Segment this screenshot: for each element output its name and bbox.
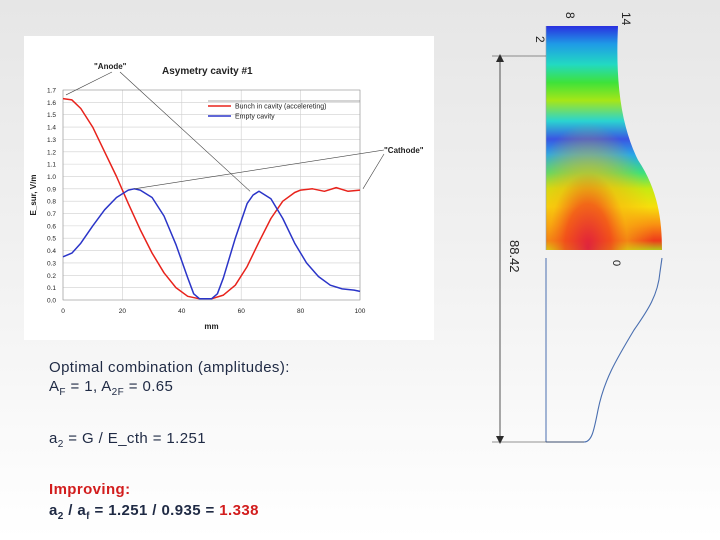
y-tick-label: 0.7 [47, 211, 56, 218]
amplitude-line: AF = 1, A2F = 0.65 [49, 378, 173, 398]
annotation-anode: "Anode" [94, 62, 127, 71]
annotation-anode-line-1 [65, 71, 113, 96]
improvement-line: a2 / af = 1.251 / 0.935 = 1.338 [49, 502, 259, 522]
impr-sub-2: 2 [57, 511, 64, 522]
impr-result: 1.338 [219, 502, 259, 519]
y-tick-label: 1.7 [47, 88, 56, 95]
y-tick-label: 1.3 [47, 137, 56, 144]
ratio-a: a [49, 430, 58, 447]
y-tick-label: 0.0 [47, 298, 56, 305]
x-tick-label: 0 [61, 308, 65, 315]
legend-label-empty: Empty cavity [235, 114, 275, 121]
dimension-top-a-label: 14 [619, 12, 633, 26]
y-tick-label: 0.8 [47, 199, 56, 206]
chart-title: Asymetry cavity #1 [162, 66, 253, 77]
y-tick-label: 0.4 [47, 248, 56, 255]
y-tick-label: 0.9 [47, 186, 56, 193]
dimension-arrow-top [496, 54, 504, 62]
impr-eq: = 1.251 / 0.935 = [89, 502, 220, 519]
impr-mid: / a [63, 502, 87, 519]
cavity-profile-line [546, 257, 663, 443]
dimension-top-b-label: 8 [563, 12, 577, 19]
dimension-zero-label: 0 [610, 260, 622, 266]
field-map-colormap [546, 26, 662, 250]
ratio-sub: 2 [57, 439, 64, 450]
y-tick-label: 1.6 [47, 100, 56, 107]
annotation-anode-line-2 [119, 71, 251, 192]
y-tick-label: 0.2 [47, 273, 56, 280]
x-axis-label: mm [204, 322, 218, 331]
x-tick-label: 80 [297, 308, 305, 315]
amp-sub-f: F [59, 387, 66, 398]
y-tick-label: 1.0 [47, 174, 56, 181]
field-map-svg: 88.42 2 14 8 0 [492, 12, 663, 444]
chart-canvas: 0.0 0.1 0.2 0.3 0.4 0.5 0.6 0.7 0.8 0.9 1.0 1.1 1.2 1… [29, 62, 424, 331]
y-tick-label: 0.5 [47, 236, 56, 243]
y-tick-label: 0.6 [47, 223, 56, 230]
impr-sub-f: f [86, 511, 90, 522]
y-tick-label: 1.5 [47, 112, 56, 119]
x-tick-label: 40 [178, 308, 186, 315]
impr-a: a [49, 502, 58, 519]
plot-frame [62, 89, 361, 301]
y-tick-label: 0.3 [47, 260, 56, 267]
field-map-panel: 88.42 2 14 8 0 [486, 10, 676, 450]
dimension-length-label: 88.42 [507, 240, 522, 273]
annotation-cathode: "Cathode" [384, 146, 424, 155]
amp-mid: = 1, A [65, 378, 112, 395]
ratio-value: = G / E_cth = 1.251 [63, 430, 206, 447]
annotation-cathode-line-2 [362, 153, 385, 189]
amp-sub-2f: 2F [111, 387, 125, 398]
series-line-bunch [62, 97, 361, 300]
amp-end: = 0.65 [124, 378, 174, 395]
y-tick-label: 1.4 [47, 125, 56, 132]
annotation-cathode-line-1 [134, 149, 385, 190]
series-line-empty [62, 188, 361, 300]
x-tick-label: 100 [355, 308, 366, 315]
optimal-combination-line: Optimal combination (amplitudes): [49, 359, 290, 376]
y-tick-label: 0.1 [47, 285, 56, 292]
field-chart: 0.0 0.1 0.2 0.3 0.4 0.5 0.6 0.7 0.8 0.9 1.0 1.1 1.2 1… [24, 36, 434, 340]
x-tick-label: 20 [119, 308, 127, 315]
dimension-arrow-bottom [496, 436, 504, 444]
legend-label-bunch: Bunch in cavity (accelereting) [235, 104, 326, 111]
improving-heading: Improving: [49, 481, 131, 498]
x-tick-label: 60 [238, 308, 246, 315]
y-tick-label: 1.2 [47, 149, 56, 156]
amp-symbol-a: A [49, 378, 60, 395]
y-axis-label: E_sur, V/m [29, 175, 38, 216]
y-tick-label: 1.1 [47, 162, 56, 169]
ratio-line: a2 = G / E_cth = 1.251 [49, 430, 206, 450]
dimension-small-label: 2 [533, 36, 547, 43]
